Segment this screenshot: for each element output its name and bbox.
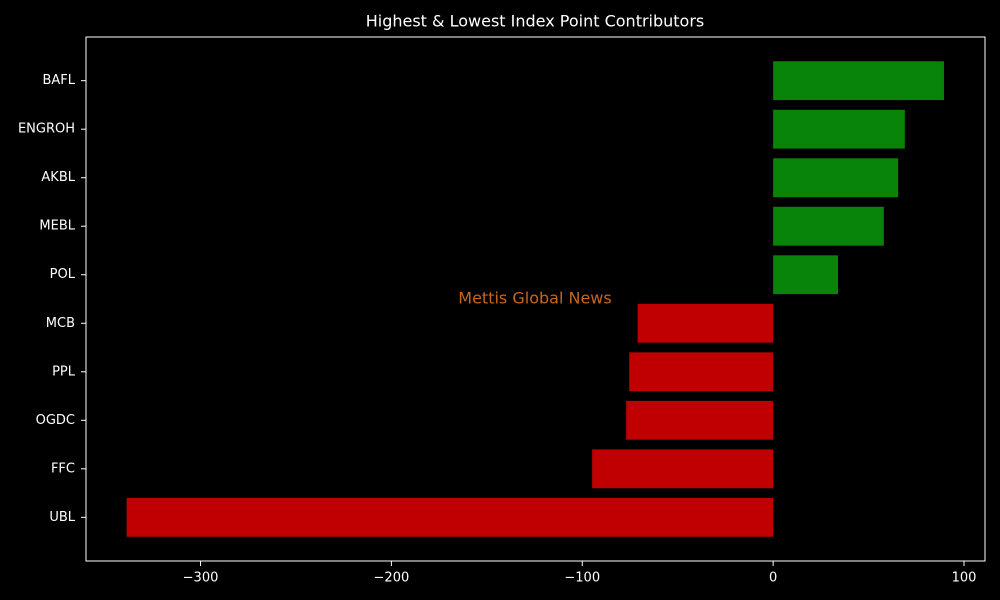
x-tick-label: −300 [183,571,219,586]
bar [592,449,774,489]
bar [629,352,774,392]
y-tick-label: FFC [51,461,75,476]
y-tick-label: POL [50,267,76,282]
y-tick-label: AKBL [41,170,75,185]
bar [626,400,774,440]
x-tick-label: 0 [769,571,777,586]
x-tick-label: −100 [564,571,600,586]
x-tick-label: 100 [952,571,977,586]
bar [773,255,839,295]
x-tick-label: −200 [374,571,410,586]
annotation: Mettis Global News [458,289,611,308]
bar [773,206,884,246]
bar [126,497,774,537]
y-tick-label: BAFL [42,73,75,88]
y-tick-label: ENGROH [18,122,75,137]
bar [637,303,774,343]
y-tick-label: MEBL [39,219,75,234]
y-tick-label: UBL [49,510,75,525]
plot-frame [85,36,986,562]
chart-title: Highest & Lowest Index Point Contributor… [366,12,705,31]
bar [773,61,944,101]
bar [773,109,905,149]
bar [773,158,899,198]
y-tick-label: OGDC [36,413,75,428]
y-tick-label: MCB [46,316,75,331]
y-tick-label: PPL [52,364,76,379]
